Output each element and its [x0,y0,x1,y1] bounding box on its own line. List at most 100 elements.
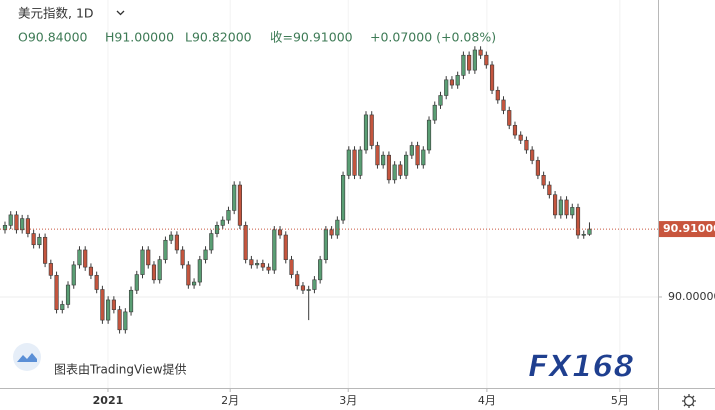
candle-body [14,214,19,231]
candle-body [381,154,386,166]
candle-body [255,263,260,266]
candle-body [329,229,334,236]
candle-body [77,249,82,266]
candle-body [478,49,483,56]
candle-body [260,263,265,268]
candle-body [415,145,420,166]
chart-title[interactable]: 美元指数, 1D [18,6,94,21]
candle-body [123,311,128,331]
candle-body [65,284,71,305]
candle-body [111,299,116,310]
candle-body [31,233,36,246]
candle-body [404,154,409,176]
candle-body [128,289,134,313]
candle-body [541,175,546,186]
candle-body [570,207,575,216]
candle-body [495,89,500,101]
candle-body [54,275,59,310]
candle-body [295,274,300,287]
candle-body [375,145,380,166]
candle-body [88,266,94,276]
candle-body [192,281,197,286]
gear-teeth[interactable] [682,394,696,408]
candle-body [71,264,76,286]
ohlc-legend: O90.84000 H91.00000 L90.82000 收=90.91000 +0.… [18,30,496,45]
candle-body [444,79,449,96]
candle-body [8,214,13,226]
candle-body [358,149,363,176]
candle-body [2,225,8,231]
candle-body [547,184,552,196]
candle-body [432,104,437,121]
candle-body [455,75,460,86]
candle-body [438,95,443,106]
candle-body [501,99,506,111]
candle-body [140,249,145,275]
candle-body [449,79,455,86]
candle-body [312,279,317,290]
candle-body [489,64,495,91]
candle-body [220,219,225,226]
x-tick-label: 5月 [611,394,629,407]
candle-body [60,304,65,310]
candle-body [197,259,202,283]
candle-body [386,154,391,181]
candle-body [518,134,523,141]
candle-body [232,184,237,211]
candle-body [352,149,357,176]
candle-body [461,54,466,76]
candle-body [289,259,294,275]
candle-body [209,233,214,251]
candle-body [300,285,306,291]
candle-body [169,234,174,241]
candle-body [48,263,53,276]
x-tick-label: 3月 [339,394,357,407]
candle-body [467,54,472,71]
candle-body [146,249,151,266]
candle-body [575,207,581,236]
candle-body [558,199,563,216]
settings-icon[interactable] [682,394,696,408]
candle-body [117,309,122,331]
candle-body [323,229,328,260]
watermark: 图表由TradingView提供 [54,362,187,377]
candle-body [83,249,88,268]
candle-body [20,218,25,231]
candle-body [392,164,397,181]
candle-body [249,259,254,266]
candle-body [507,110,512,126]
candle-body [100,289,105,321]
candle-body [363,114,369,151]
candle-body [581,233,586,236]
candle-body [237,184,243,226]
candle-body [157,259,162,281]
candle-body [524,139,529,151]
candle-body [186,264,191,286]
ohlc-value: O90.84000 [18,30,88,45]
candle-body [530,149,535,161]
candle-body [272,229,277,271]
y-tick-label: 90.00000 [668,290,715,303]
x-tick-label: 2月 [221,394,239,407]
candle-body [180,249,185,266]
interval-chevron[interactable] [116,10,125,16]
candle-body [283,234,288,260]
ohlc-value: H91.00000 [105,30,174,45]
candle-body [266,266,271,271]
candle-body [398,164,403,176]
candle-body [277,229,283,236]
candle-body [203,249,208,260]
candle-body [535,160,540,176]
candle-body [134,274,139,291]
ohlc-value: 收=90.91000 [270,30,353,45]
candles [2,46,592,334]
candle-body [94,275,99,290]
ohlc-value: L90.82000 [185,30,252,45]
x-tick-label: 2021 [93,394,124,407]
candle-body [106,299,111,321]
candle-body [318,259,323,281]
ohlc-value: +0.07000 (+0.08%) [370,30,496,45]
candle-body [43,236,48,264]
